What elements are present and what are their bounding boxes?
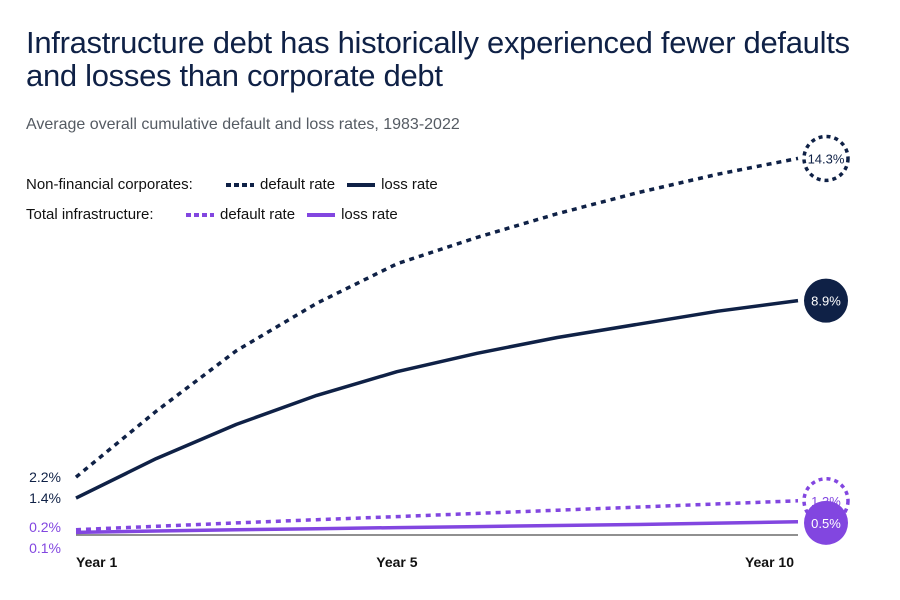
start-label-infra-loss: 0.1% <box>29 540 61 556</box>
start-label-corp-default: 2.2% <box>29 469 61 485</box>
x-tick-label: Year 10 <box>745 554 794 570</box>
legend-swatch-corp-default <box>226 182 254 187</box>
legend-label-infra-default: default rate <box>220 206 296 223</box>
legend-row-infrastructure: Total infrastructure: default rate loss … <box>26 206 410 223</box>
x-tick-label: Year 1 <box>76 554 117 570</box>
end-bubble-corp-default <box>802 134 850 183</box>
start-label-infra-default: 0.2% <box>29 519 61 535</box>
chart-subtitle: Average overall cumulative default and l… <box>26 116 460 133</box>
legend-row-corporates: Non-financial corporates: default rate l… <box>26 176 450 193</box>
legend-swatch-corp-loss <box>347 182 376 187</box>
series-line-corp-default <box>74 156 799 479</box>
legend-group-corporates: Non-financial corporates: <box>26 176 193 193</box>
end-label-corp-default: 14.3% <box>808 151 845 166</box>
legend-label-infra-loss: loss rate <box>341 206 398 223</box>
series-line-infra-loss <box>75 520 799 535</box>
legend-label-corp-loss: loss rate <box>381 176 438 193</box>
series-line-infra-default <box>75 499 799 532</box>
label-layer: 2.2%1.4%0.2%0.1%14.3%8.9%1.3%0.5%Year 1Y… <box>29 134 850 570</box>
legend-item-infra-loss: loss rate <box>307 206 398 223</box>
end-label-corp-loss: 8.9% <box>811 294 841 309</box>
end-label-infra-loss: 0.5% <box>811 516 841 531</box>
legend-label-corp-default: default rate <box>260 176 336 193</box>
series-line-corp-loss <box>75 298 799 500</box>
legend-item-corp-default: default rate <box>226 176 335 193</box>
end-bubble-infra-loss <box>804 500 848 545</box>
start-label-corp-loss: 1.4% <box>29 490 61 506</box>
legend-item-infra-default: default rate <box>186 206 295 223</box>
x-tick-label: Year 5 <box>376 554 417 570</box>
chart-title: Infrastructure debt has historically exp… <box>26 25 850 93</box>
legend-item-corp-loss: loss rate <box>347 176 438 193</box>
legend-swatch-infra-default <box>186 212 214 217</box>
series-layer <box>74 156 799 535</box>
end-bubble-corp-loss <box>804 278 848 323</box>
legend-swatch-infra-loss <box>307 212 336 217</box>
legend-group-infrastructure: Total infrastructure: <box>26 206 154 223</box>
